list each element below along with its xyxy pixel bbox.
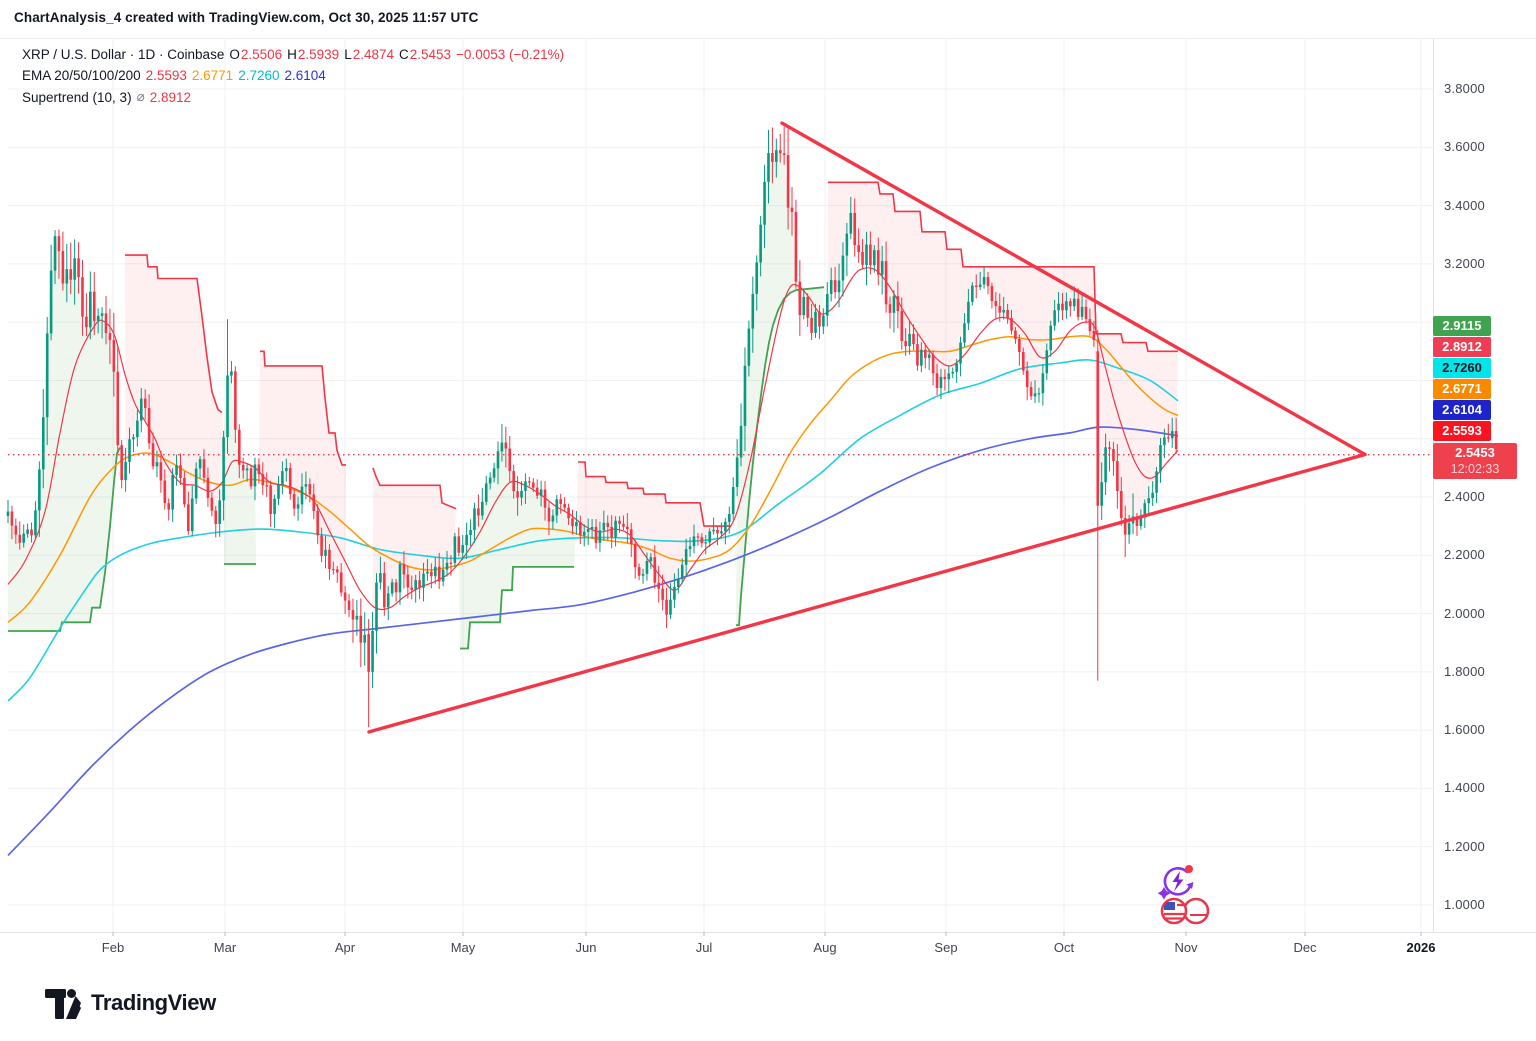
time-axis-label: Dec (1293, 940, 1317, 955)
price-axis-label: 3.8000 (1444, 81, 1485, 97)
price-scale[interactable]: 3.8000 3.6000 3.4000 3.2000 2.4000 2.2000 2.00… (1433, 38, 1536, 932)
time-axis-separator (0, 932, 1536, 933)
ohlc-open: O 2.5506 (229, 47, 283, 62)
ai-events-icon[interactable] (1157, 865, 1194, 900)
supertrend-value: 2.8912 (149, 89, 191, 105)
ema200-value: 2.6104 (284, 68, 326, 83)
trendlines[interactable] (367, 121, 1367, 734)
price-label-tag: 2.5453 12:02:33 (1433, 443, 1517, 479)
price-axis-separator (1433, 38, 1434, 932)
ohlc-change: −0.0053 (−0.21%) (456, 47, 565, 62)
header-separator (0, 38, 1536, 39)
ema20-value: 2.5593 (145, 68, 187, 83)
supertrend-bands (8, 150, 1178, 650)
trendline (780, 121, 1367, 457)
time-axis-label: May (450, 940, 476, 955)
legend-ema-row[interactable]: EMA 20/50/100/200 2.5593 2.6771 2.7260 2… (22, 68, 326, 83)
ema-label: EMA 20/50/100/200 (22, 68, 141, 83)
price-axis-label: 3.6000 (1444, 139, 1485, 155)
price-axis-label: 3.2000 (1444, 255, 1485, 271)
ema50-value: 2.6771 (191, 68, 234, 83)
time-axis-label: Nov (1174, 940, 1198, 955)
trendline (367, 452, 1367, 734)
price-label-tag: 2.8912 (1433, 337, 1491, 357)
price-label-tag: 2.6104 (1433, 400, 1491, 420)
time-axis-label: Apr (334, 940, 356, 955)
ohlc-high: H 2.5939 (287, 47, 340, 62)
tradingview-logo-icon (45, 989, 81, 1019)
ohlc-close: C 2.5453 (399, 47, 452, 62)
time-axis-label: 2026 (1406, 940, 1436, 955)
macro-events-icon[interactable] (1160, 897, 1210, 925)
price-axis-label: 1.0000 (1444, 896, 1485, 912)
ema-line (7, 426, 1179, 857)
tradingview-logo-text: TradingView (91, 990, 216, 1015)
time-axis-label: Mar (213, 940, 237, 955)
legend-supertrend-row[interactable]: Supertrend (10, 3) ⌀ 2.8912 (22, 89, 191, 105)
price-axis-label: 2.2000 (1444, 547, 1485, 563)
time-axis-label: Jun (575, 940, 597, 955)
price-axis-label: 1.6000 (1444, 722, 1485, 738)
symbol-description: XRP / U.S. Dollar · 1D · Coinbase (22, 47, 225, 62)
supertrend-label: Supertrend (10, 3) (22, 89, 132, 105)
price-label-tag: 2.6771 (1433, 379, 1491, 399)
price-label-tag: 2.5593 (1433, 421, 1491, 441)
time-axis-label: Feb (101, 940, 125, 955)
price-axis-label: 1.4000 (1444, 780, 1485, 796)
attribution-title: ChartAnalysis_4 created with TradingView… (14, 10, 479, 25)
price-axis-label: 3.4000 (1444, 197, 1485, 213)
time-scale[interactable]: Feb Mar Apr May Jun Jul Aug Sep Oct Nov Dec 2026 (0, 932, 1437, 962)
average-icon: ⌀ (136, 89, 145, 104)
time-axis-label: Oct (1053, 940, 1075, 955)
ema100-value: 2.7260 (238, 68, 280, 83)
ohlc-low: L 2.4874 (344, 47, 394, 62)
event-icons[interactable] (1157, 865, 1210, 925)
price-axis-label: 1.2000 (1444, 838, 1485, 854)
price-axis-label: 1.8000 (1444, 663, 1485, 679)
price-label-tag: 2.9115 (1433, 316, 1491, 336)
price-label-tag: 2.7260 (1433, 358, 1491, 378)
price-axis-label: 2.0000 (1444, 605, 1485, 621)
ema-line (7, 359, 1179, 702)
time-axis-label: Sep (934, 940, 958, 955)
price-axis-label: 2.4000 (1444, 489, 1485, 504)
time-axis-label: Aug (813, 940, 837, 955)
legend-symbol-row[interactable]: XRP / U.S. Dollar · 1D · Coinbase O 2.55… (22, 47, 564, 62)
time-axis-label: Jul (695, 940, 713, 955)
ema-line (7, 334, 1179, 623)
tradingview-logo[interactable]: TradingView (45, 986, 216, 1020)
